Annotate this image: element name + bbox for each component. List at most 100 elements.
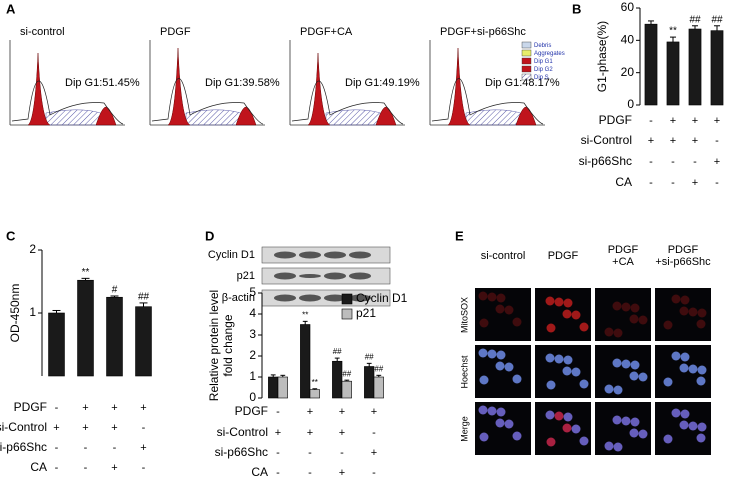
cell [638, 315, 648, 325]
cell [679, 306, 689, 316]
band [349, 294, 371, 302]
column-header: +CA [612, 256, 634, 268]
condition-label: CA [615, 175, 632, 189]
cell [554, 411, 564, 421]
error-bar [366, 362, 372, 367]
condition-mark: + [140, 402, 146, 414]
cell [478, 405, 488, 415]
condition-mark: + [339, 467, 345, 478]
condition-mark: - [276, 467, 280, 478]
cell [679, 420, 689, 430]
band [324, 294, 346, 302]
cell [479, 375, 489, 385]
cell [638, 429, 648, 439]
cell [504, 362, 514, 372]
cell [688, 364, 698, 374]
cell [680, 409, 690, 419]
cell [545, 410, 555, 420]
cell [629, 314, 639, 324]
y-tick-label: 0 [627, 97, 634, 111]
condition-label: si-Control [581, 133, 632, 147]
legend-swatch [521, 73, 532, 81]
panel-letter: C [6, 228, 16, 243]
cell [579, 379, 589, 389]
bar [268, 376, 279, 399]
y-tick-label: 4 [249, 306, 256, 320]
g1-peak [307, 52, 331, 126]
band-label: p21 [237, 270, 255, 282]
cell [604, 327, 614, 337]
cell [562, 366, 572, 376]
cell [638, 372, 648, 382]
plot-title: si-control [20, 26, 65, 38]
cell [545, 296, 555, 306]
error-bar [52, 309, 61, 313]
bar [309, 389, 320, 399]
bar [106, 296, 123, 377]
condition-mark: - [649, 177, 653, 189]
band-label: Cyclin D1 [208, 249, 255, 261]
error-bar [312, 388, 318, 390]
cell [495, 418, 505, 428]
micrograph [475, 288, 531, 341]
condition-mark: + [82, 402, 88, 414]
cell [495, 304, 505, 314]
cell [554, 354, 564, 364]
condition-mark: + [140, 442, 146, 454]
condition-mark: - [55, 442, 59, 454]
y-tick-label: 3 [249, 327, 256, 341]
error-bar [647, 20, 655, 25]
cell [496, 350, 506, 360]
panel-letter: A [6, 1, 16, 16]
condition-mark: - [715, 135, 719, 147]
band [324, 251, 346, 259]
micrograph [655, 288, 711, 341]
cell [630, 417, 640, 427]
condition-mark: + [82, 422, 88, 434]
phase-label: Dip G1:48.17% [485, 77, 560, 89]
cell [613, 328, 623, 338]
legend-label: Dip G2 [534, 67, 553, 73]
micrograph [595, 288, 651, 341]
cell [579, 322, 589, 332]
cell [688, 421, 698, 431]
bar [77, 279, 94, 377]
condition-mark: - [113, 442, 117, 454]
cell [563, 298, 573, 308]
cell [629, 371, 639, 381]
row-label: Merge [459, 416, 469, 442]
cell [478, 291, 488, 301]
band [299, 274, 321, 278]
column-header: PDGF [548, 250, 579, 262]
condition-mark: + [307, 406, 313, 418]
condition-mark: - [142, 462, 146, 474]
condition-label: si-p66Shc [579, 154, 632, 168]
legend-swatch [521, 65, 532, 73]
cell [479, 318, 489, 328]
error-bar [110, 295, 119, 298]
condition-mark: - [372, 467, 376, 478]
condition-label: si-Control [0, 420, 47, 434]
phase-label: Dip G1:51.45% [65, 77, 140, 89]
cell [546, 437, 556, 447]
bar [135, 306, 152, 377]
significance: ** [302, 310, 308, 319]
cell [546, 323, 556, 333]
cell [613, 442, 623, 452]
cell [613, 385, 623, 395]
cell [680, 295, 690, 305]
condition-label: CA [30, 460, 47, 474]
cell [478, 348, 488, 358]
condition-mark: + [53, 422, 59, 434]
cell [579, 436, 589, 446]
cell [697, 308, 707, 318]
error-bar [302, 320, 308, 325]
error-bar [713, 25, 721, 31]
condition-mark: + [111, 402, 117, 414]
legend-swatch [521, 57, 532, 65]
y-tick-label: 60 [621, 0, 635, 14]
cell [663, 377, 673, 387]
condition-mark: + [275, 427, 281, 439]
bar [666, 41, 680, 106]
cell [504, 305, 514, 315]
